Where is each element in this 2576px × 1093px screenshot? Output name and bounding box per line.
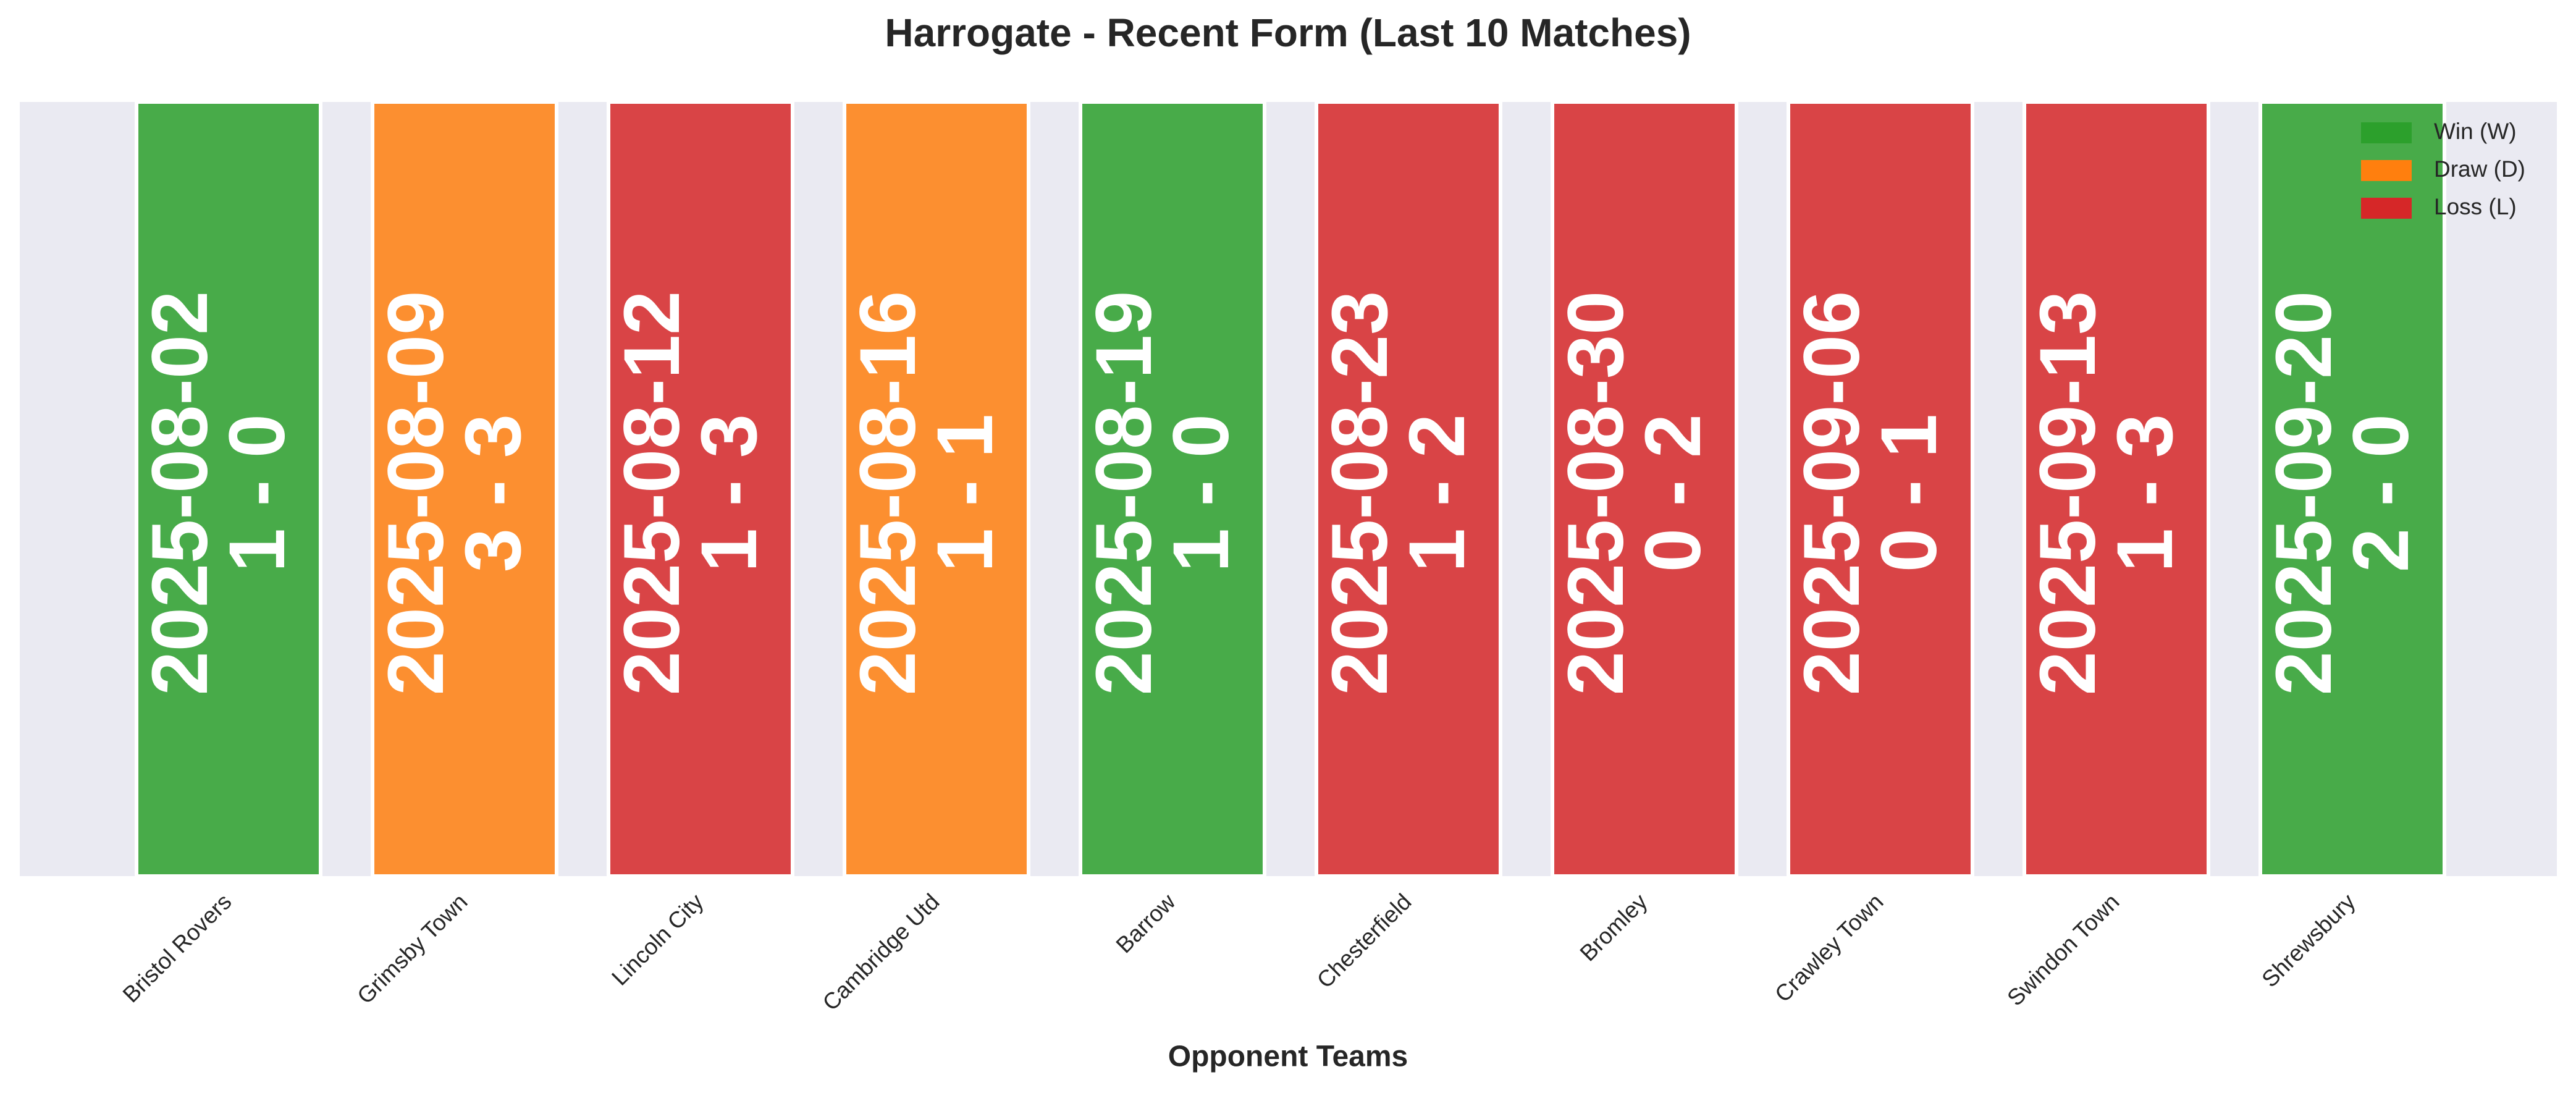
legend-swatch	[2361, 122, 2412, 143]
x-tick-label: Bristol Rovers	[118, 889, 237, 1008]
match-date: 2025-09-13	[2024, 291, 2112, 696]
bar	[1551, 100, 1738, 878]
legend-label: Loss (L)	[2434, 194, 2517, 219]
bar	[2258, 100, 2446, 878]
x-tick-label: Grimsby Town	[352, 889, 472, 1009]
match-score: 0 - 2	[1629, 414, 1717, 572]
match-score: 1 - 3	[685, 414, 773, 572]
chart-title: Harrogate - Recent Form (Last 10 Matches…	[885, 11, 1691, 55]
bar	[371, 100, 558, 878]
x-tick-label: Lincoln City	[607, 888, 709, 990]
match-date: 2025-09-20	[2260, 291, 2348, 696]
legend-label: Win (W)	[2434, 119, 2517, 144]
bar	[135, 100, 322, 878]
x-tick-label: Swindon Town	[2002, 889, 2124, 1011]
legend-swatch	[2361, 160, 2412, 181]
x-tick-label: Crawley Town	[1770, 889, 1888, 1007]
match-date: 2025-08-02	[136, 291, 224, 696]
match-date: 2025-08-19	[1080, 291, 1168, 696]
x-tick-label: Chesterfield	[1312, 889, 1416, 994]
bar	[2022, 100, 2210, 878]
legend-swatch	[2361, 198, 2412, 219]
match-date: 2025-08-23	[1316, 291, 1404, 696]
x-tick-label: Barrow	[1111, 888, 1181, 958]
match-date: 2025-08-16	[844, 291, 932, 696]
match-date: 2025-08-12	[608, 291, 696, 696]
match-date: 2025-09-06	[1788, 291, 1876, 696]
match-score: 0 - 1	[1865, 414, 1953, 572]
match-score: 1 - 1	[921, 414, 1009, 572]
match-score: 1 - 2	[1393, 414, 1481, 572]
match-score: 1 - 3	[2101, 414, 2189, 572]
match-date: 2025-08-30	[1552, 291, 1640, 696]
match-score: 1 - 0	[1157, 414, 1245, 572]
legend-label: Draw (D)	[2434, 156, 2525, 182]
bar	[1787, 100, 1974, 878]
match-score: 3 - 3	[449, 414, 537, 572]
bar	[1315, 100, 1502, 878]
match-score: 2 - 0	[2337, 414, 2425, 572]
bar	[1079, 100, 1266, 878]
x-axis-label: Opponent Teams	[1168, 1040, 1408, 1073]
x-tick-label: Shrewsbury	[2257, 888, 2360, 992]
bar	[607, 100, 794, 878]
match-score: 1 - 0	[213, 414, 301, 572]
bar	[843, 100, 1030, 878]
x-tick-label: Bromley	[1575, 888, 1652, 966]
match-date: 2025-08-09	[372, 291, 460, 696]
x-tick-label: Cambridge Utd	[818, 889, 945, 1016]
